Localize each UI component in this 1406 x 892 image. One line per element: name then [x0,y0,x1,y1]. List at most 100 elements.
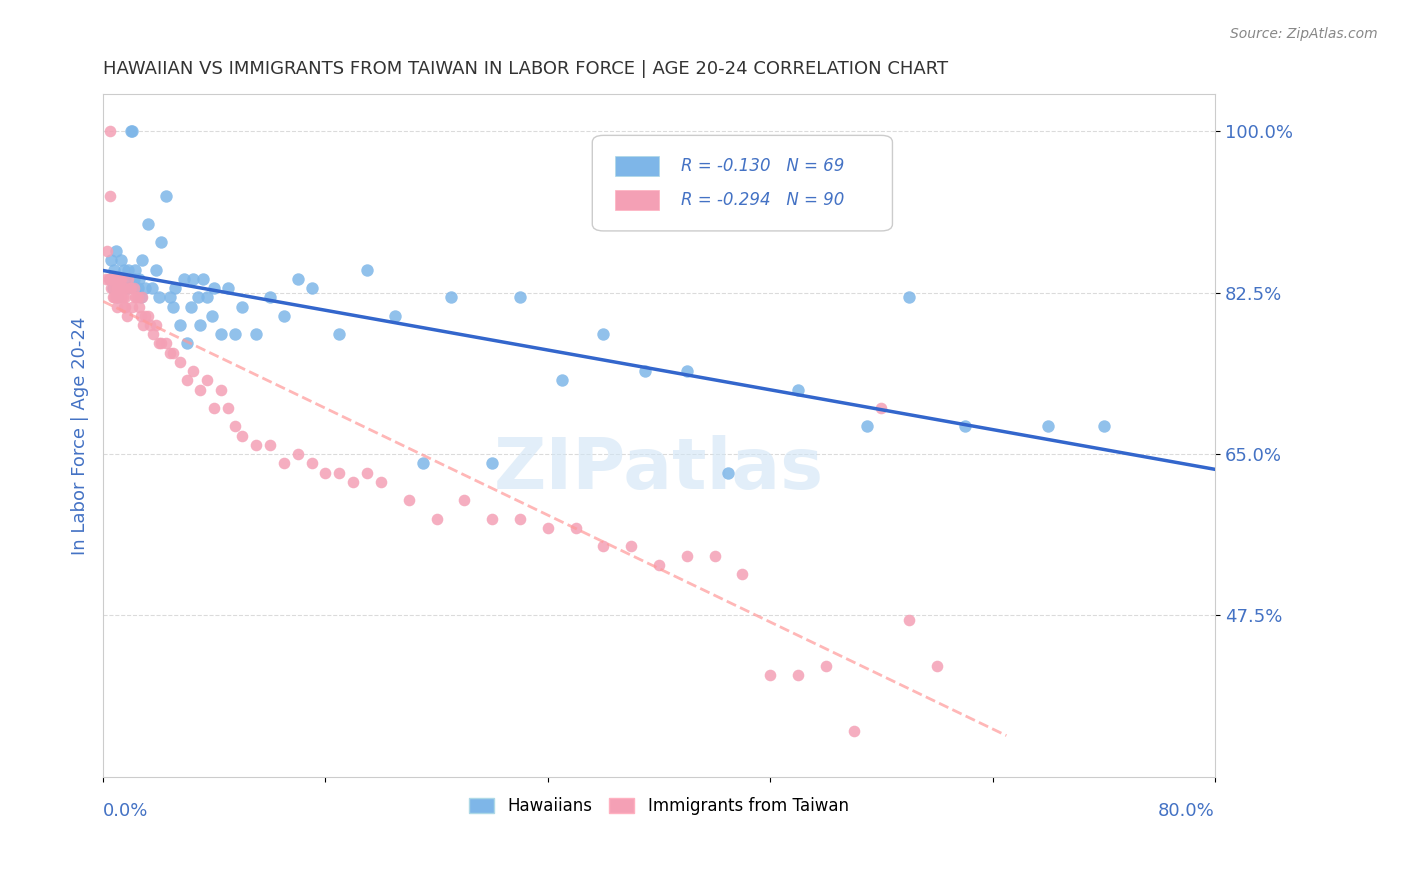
Point [120,124,142,138]
Point [190,383,212,397]
Point [100,272,122,286]
Point [100,253,122,268]
Point [620,539,643,553]
Point [111,281,134,295]
Point [217,281,239,295]
Point [426,511,449,525]
Point [148,336,170,351]
Text: 0.0%: 0.0% [103,802,149,820]
Point [128,272,150,286]
Point [118,281,141,295]
Point [202,401,225,415]
Point [231,300,253,314]
Point [328,327,350,342]
Point [537,521,560,535]
Point [925,659,948,673]
Point [127,290,149,304]
Point [104,272,127,286]
Point [169,318,191,332]
Point [245,327,267,342]
Point [287,272,309,286]
Point [481,456,503,470]
Point [162,345,184,359]
Point [155,336,177,351]
Point [155,189,177,203]
Point [259,290,281,304]
Point [115,281,138,295]
Text: Source: ZipAtlas.com: Source: ZipAtlas.com [1230,27,1378,41]
Point [159,345,181,359]
Point [814,659,837,673]
Point [112,281,135,295]
Point [551,373,574,387]
Point [675,364,697,378]
Point [112,300,135,314]
Point [787,383,810,397]
Point [120,281,142,295]
Point [104,244,127,259]
Point [328,466,350,480]
Point [108,272,131,286]
Point [509,290,531,304]
Point [122,272,145,286]
Point [439,290,461,304]
Point [195,373,218,387]
Point [148,290,170,304]
Point [98,272,121,286]
Point [111,290,134,304]
Point [224,419,246,434]
Point [176,336,198,351]
Point [564,521,586,535]
Point [787,668,810,682]
Point [180,300,202,314]
Point [356,262,378,277]
Point [842,723,865,738]
Point [453,493,475,508]
Point [301,281,323,295]
Point [103,290,125,304]
Point [100,281,122,295]
Point [314,466,336,480]
Point [162,300,184,314]
Point [134,309,156,323]
Text: R = -0.294   N = 90: R = -0.294 N = 90 [682,191,845,210]
Point [145,262,167,277]
Point [193,272,215,286]
Point [145,318,167,332]
Point [107,272,129,286]
Point [217,401,239,415]
Point [142,327,165,342]
Point [273,309,295,323]
Point [129,309,152,323]
Point [103,262,125,277]
Point [97,272,120,286]
Point [141,281,163,295]
FancyBboxPatch shape [614,156,659,177]
Point [105,281,128,295]
Point [183,364,205,378]
Point [273,456,295,470]
Point [356,466,378,480]
Point [114,300,136,314]
Point [122,281,145,295]
Point [110,290,132,304]
Point [195,290,218,304]
Point [509,511,531,525]
Point [183,272,205,286]
Point [121,300,143,314]
Point [412,456,434,470]
Point [129,290,152,304]
Y-axis label: In Labor Force | Age 20-24: In Labor Force | Age 20-24 [72,317,89,555]
Point [259,438,281,452]
Point [108,281,131,295]
Point [224,327,246,342]
Point [121,124,143,138]
Point [112,262,135,277]
Point [717,466,740,480]
Point [98,189,121,203]
Text: ZIPatlas: ZIPatlas [494,435,824,504]
Point [117,272,139,286]
Point [136,309,159,323]
Point [105,290,128,304]
Point [759,668,782,682]
